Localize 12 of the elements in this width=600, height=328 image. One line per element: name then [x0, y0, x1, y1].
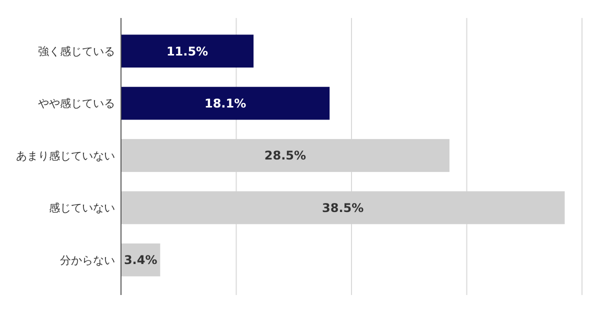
data-label: 3.4% — [124, 253, 158, 268]
y-tick-label: 強く感じている — [38, 44, 115, 58]
data-label: 38.5% — [322, 200, 364, 215]
data-label: 28.5% — [264, 148, 306, 163]
y-tick-label: やや感じている — [38, 97, 115, 110]
data-label: 18.1% — [204, 96, 246, 110]
y-tick-label: 感じていない — [49, 202, 115, 215]
bar — [121, 86, 330, 120]
data-label: 11.5% — [166, 44, 208, 58]
bar — [121, 34, 254, 68]
y-tick-label: 分からない — [60, 254, 115, 267]
y-tick-label: あまり感じていない — [16, 149, 115, 162]
